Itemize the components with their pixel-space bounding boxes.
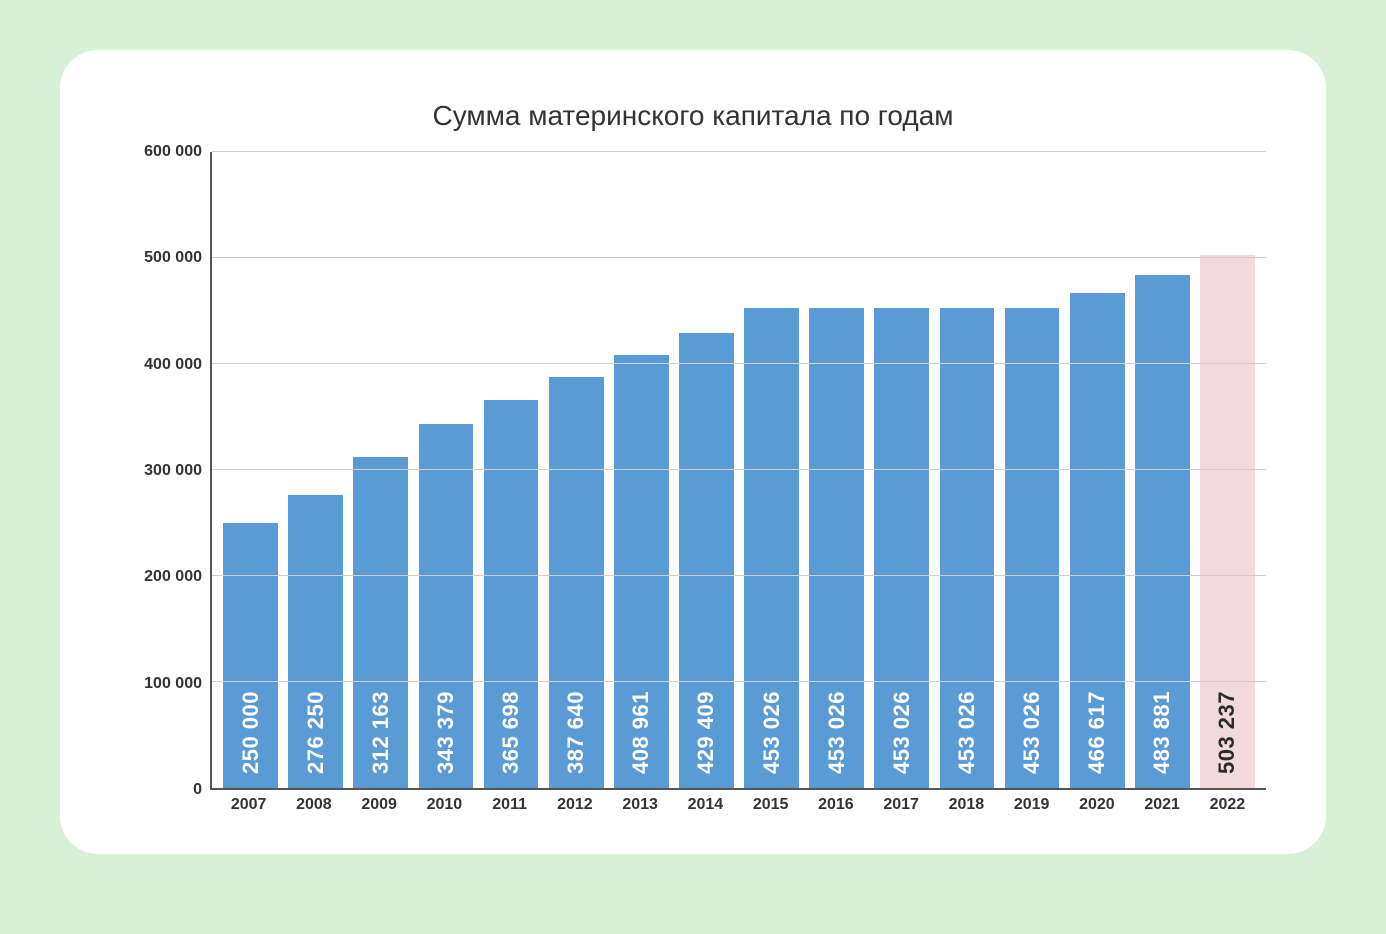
bar: 276 250 [288,495,343,788]
bar-value-label: 343 379 [433,685,459,788]
x-tick-label: 2010 [412,796,477,814]
x-tick-label: 2020 [1064,796,1129,814]
bar-slot: 483 881 [1130,152,1195,788]
bar-value-label: 466 617 [1084,685,1110,788]
bar: 312 163 [353,457,408,788]
x-tick-label: 2009 [347,796,412,814]
bar: 408 961 [614,355,669,788]
y-tick-label: 100 000 [144,675,202,693]
x-tick-label: 2012 [542,796,607,814]
chart-card: Сумма материнского капитала по годам 0 10… [60,50,1326,854]
bar: 503 237 [1200,255,1255,788]
bar: 343 379 [419,424,474,788]
x-tick-label: 2011 [477,796,542,814]
bar: 250 000 [223,523,278,788]
bar-value-label: 408 961 [628,685,654,788]
chart: 0100 000200 000300 000400 000500 000600 … [120,152,1266,814]
y-axis: 0100 000200 000300 000400 000500 000600 … [120,152,210,790]
bar-slot: 453 026 [869,152,934,788]
plot-row: 0100 000200 000300 000400 000500 000600 … [120,152,1266,790]
bar-value-label: 453 026 [824,685,850,788]
x-tick-label: 2015 [738,796,803,814]
bar-value-label: 312 163 [368,685,394,788]
gridline [212,681,1266,682]
x-tick-label: 2014 [673,796,738,814]
bar-value-label: 250 000 [238,685,264,788]
gridline [212,363,1266,364]
bar-slot: 250 000 [218,152,283,788]
bar: 453 026 [1005,308,1060,788]
bar-value-label: 483 881 [1149,685,1175,788]
y-tick-label: 0 [193,781,202,799]
gridline [212,151,1266,152]
bar-slot: 365 698 [479,152,544,788]
bar-value-label: 453 026 [954,685,980,788]
bar-value-label: 453 026 [889,685,915,788]
bar-slot: 453 026 [739,152,804,788]
bar-value-label: 503 237 [1214,685,1240,788]
x-tick-label: 2007 [216,796,281,814]
bar: 365 698 [484,400,539,788]
chart-title: Сумма материнского капитала по годам [120,100,1266,132]
x-tick-label: 2018 [934,796,999,814]
y-tick-label: 400 000 [144,356,202,374]
bar-slot: 429 409 [674,152,739,788]
gridline [212,469,1266,470]
gridline [212,575,1266,576]
y-tick-label: 600 000 [144,143,202,161]
bar: 453 026 [874,308,929,788]
bar-slot: 453 026 [804,152,869,788]
x-tick-label: 2017 [869,796,934,814]
bar-value-label: 453 026 [759,685,785,788]
y-tick-label: 200 000 [144,568,202,586]
x-tick-label: 2016 [803,796,868,814]
bar-value-label: 453 026 [1019,685,1045,788]
y-tick-label: 300 000 [144,462,202,480]
bar-slot: 312 163 [348,152,413,788]
bar-value-label: 365 698 [498,685,524,788]
bar: 483 881 [1135,275,1190,788]
plot-area: 250 000 276 250 312 163 343 379 365 698 387 6… [210,152,1266,790]
x-tick-label: 2022 [1195,796,1260,814]
gridline [212,257,1266,258]
bars-container: 250 000 276 250 312 163 343 379 365 698 387 6… [212,152,1266,788]
x-tick-label: 2019 [999,796,1064,814]
bar-value-label: 429 409 [693,685,719,788]
bar: 453 026 [744,308,799,788]
x-tick-label: 2021 [1130,796,1195,814]
bar-value-label: 276 250 [303,685,329,788]
bar-slot: 453 026 [934,152,999,788]
bar-value-label: 387 640 [563,685,589,788]
bar: 453 026 [809,308,864,788]
bar-slot: 343 379 [413,152,478,788]
bar: 429 409 [679,333,734,788]
y-tick-label: 500 000 [144,249,202,267]
bar: 387 640 [549,377,604,788]
bar-slot: 466 617 [1065,152,1130,788]
x-axis-labels: 2007200820092010201120122013201420152016… [210,790,1266,814]
bar-slot: 408 961 [609,152,674,788]
x-tick-label: 2008 [281,796,346,814]
page-background: Сумма материнского капитала по годам 0 10… [0,0,1386,934]
x-tick-label: 2013 [608,796,673,814]
bar-slot: 387 640 [544,152,609,788]
bar: 453 026 [940,308,995,788]
bar: 466 617 [1070,293,1125,788]
bar-slot: 453 026 [1000,152,1065,788]
bar-slot: 276 250 [283,152,348,788]
x-axis-row: 2007200820092010201120122013201420152016… [120,790,1266,814]
bar-slot: 503 237 [1195,152,1260,788]
